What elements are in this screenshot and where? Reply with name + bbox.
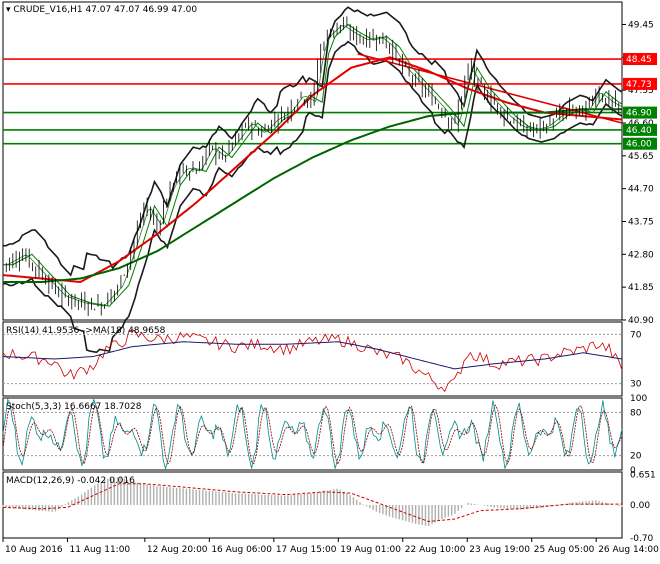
- trend-line: [357, 53, 623, 124]
- level-tag: [623, 77, 657, 90]
- price-title: ▾ CRUDE_V16,H1 47.07 47.07 46.99 47.00: [6, 5, 197, 15]
- time-tick-label: 11 Aug 11:00: [69, 545, 130, 555]
- time-tick-label: 12 Aug 20:00: [147, 545, 208, 555]
- stoch-title: Stoch(5,3,3) 16.6667 18.7028: [6, 402, 142, 412]
- macd-title: MACD(12,26,9) -0.042 0.016: [6, 476, 135, 486]
- time-tick-label: 22 Aug 10:00: [405, 545, 466, 555]
- pane-frame-2: [2, 397, 623, 471]
- macd-tick-label: 0.651: [630, 470, 656, 480]
- level-tag: [623, 53, 657, 66]
- level-tag: [623, 123, 657, 136]
- ma-red: [2, 56, 623, 284]
- time-tick-label: 23 Aug 19:00: [469, 545, 530, 555]
- price-tick-label: 49.45: [628, 20, 654, 30]
- price-tick-label: 47.55: [628, 86, 654, 96]
- time-tick-label: 25 Aug 05:00: [534, 545, 595, 555]
- time-tick-label: 17 Aug 15:00: [276, 545, 337, 555]
- level-label: 46.00: [626, 140, 652, 150]
- panes: 49.4548.5047.5546.6045.6544.7043.7542.80…: [2, 1, 659, 555]
- stoch-d-line: [2, 404, 623, 466]
- stoch-k-line: [2, 398, 623, 471]
- time-tick-label: 10 Aug 2016: [5, 545, 63, 555]
- level-label: 46.40: [626, 126, 652, 136]
- price-tick-label: 41.85: [628, 283, 654, 293]
- level-label: 46.90: [626, 109, 652, 119]
- stoch-tick-label: 0: [630, 466, 636, 476]
- ma-fast: [3, 23, 623, 307]
- stoch-tick-label: 80: [630, 408, 642, 418]
- price-tick-label: 42.80: [628, 250, 654, 260]
- level-tag: [623, 106, 657, 119]
- rsi-ma-line: [2, 341, 623, 370]
- level-label: 48.45: [626, 55, 652, 65]
- bollinger-lower: [3, 40, 623, 354]
- price-tick-label: 44.70: [628, 185, 654, 195]
- macd-tick-label: 0.00: [630, 501, 650, 511]
- level-tag: [623, 137, 657, 150]
- price-tick-label: 45.65: [628, 152, 654, 162]
- price-tick-label: 43.75: [628, 217, 654, 227]
- macd-tick-label: -0.70: [630, 534, 654, 544]
- rsi-tick-label: 30: [630, 380, 642, 390]
- stoch-tick-label: 20: [630, 452, 642, 462]
- pane-frame-0: [2, 1, 623, 321]
- stoch-tick-label: 100: [630, 394, 647, 404]
- rsi-title: RSI(14) 41.9536 ->MA(18) 48.9658: [6, 326, 166, 336]
- time-tick-label: 26 Aug 14:00: [598, 545, 659, 555]
- price-tick-label: 40.90: [628, 316, 654, 326]
- time-tick-label: 16 Aug 06:00: [211, 545, 272, 555]
- ma-green: [3, 108, 622, 283]
- time-tick-label: 19 Aug 01:00: [340, 545, 401, 555]
- level-label: 47.73: [626, 80, 652, 90]
- pane-frame-3: [2, 471, 623, 539]
- rsi-line: [2, 329, 623, 393]
- macd-signal-line: [2, 483, 622, 523]
- rsi-tick-label: 70: [630, 330, 642, 340]
- ma-faster: [3, 25, 623, 307]
